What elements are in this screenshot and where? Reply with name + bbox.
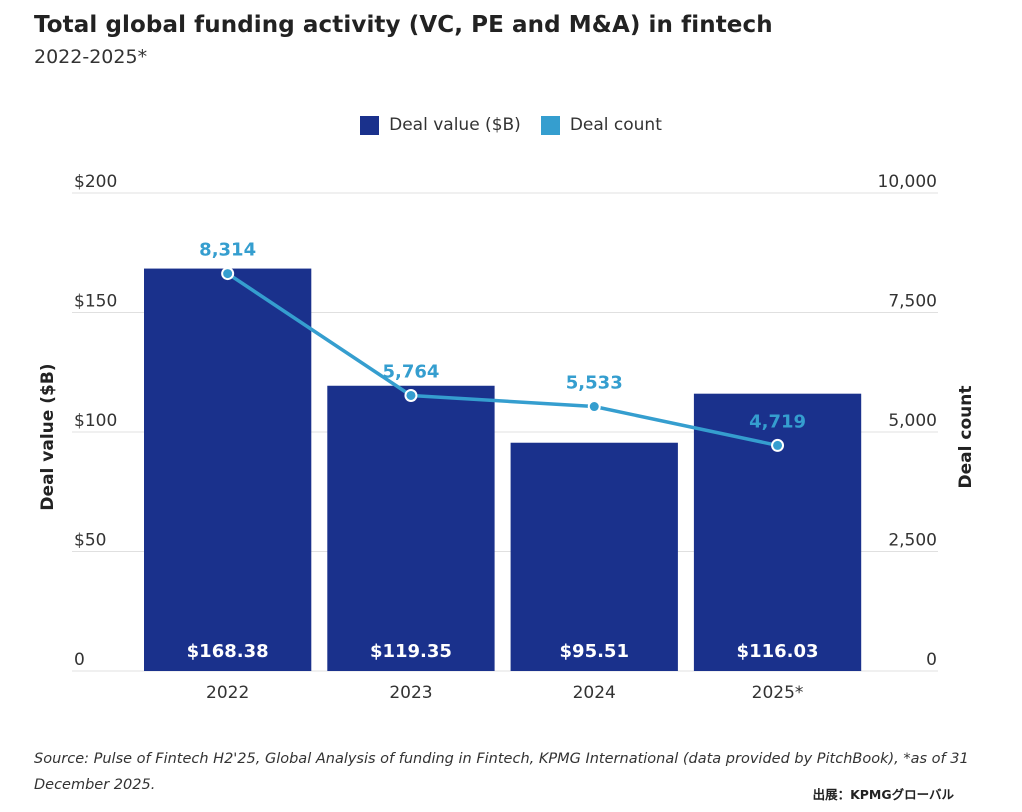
y-axis-title: Deal value ($B): [38, 363, 58, 510]
bar: [693, 393, 862, 671]
x-tick-label: 2022: [206, 683, 249, 703]
y2-tick-label: 0: [926, 650, 937, 670]
y2-tick-label: 10,000: [878, 172, 937, 192]
y2-tick-label: 2,500: [888, 531, 937, 551]
bar-value-label: $119.35: [370, 641, 452, 662]
y2-axis-title: Deal count: [956, 386, 976, 489]
bar-value-label: $116.03: [737, 641, 819, 662]
y-tick-label: $200: [74, 172, 117, 192]
bar-value-label: $168.38: [187, 641, 269, 662]
credit-note: 出展：KPMGグローバル: [812, 787, 954, 802]
deal-count-point: [771, 438, 785, 452]
source-note: Source: Pulse of Fintech H2'25, Global A…: [34, 751, 969, 793]
deal-count-label: 8,314: [199, 240, 256, 261]
x-tick-label: 2025*: [752, 683, 804, 703]
bar: [327, 385, 495, 671]
legend-label-deal-count: Deal count: [569, 115, 662, 135]
legend-item-deal-count[interactable]: Deal count: [540, 115, 662, 135]
deal-count-point: [404, 388, 418, 402]
bar: [510, 442, 678, 671]
y-tick-label: $150: [74, 292, 117, 312]
y2-tick-label: 7,500: [888, 292, 937, 312]
deal-count-point: [221, 267, 235, 281]
x-tick-label: 2023: [389, 683, 432, 703]
y-tick-label: $100: [74, 411, 117, 431]
legend-swatch-deal-count: [540, 115, 560, 135]
bar-value-label: $95.51: [560, 641, 629, 662]
deal-count-line: [226, 272, 778, 448]
chart-legend: Deal value ($B) Deal count: [0, 115, 1022, 135]
chart-subtitle: 2022-2025*: [34, 46, 148, 68]
bar: [144, 268, 312, 671]
chart-plot: 0 0 $50 2,500 $100 5,000 $150 7,500 $200 10,000 De…: [38, 172, 976, 703]
deal-count-label: 5,764: [382, 361, 439, 382]
legend-swatch-deal-value: [360, 115, 380, 135]
deal-count-label: 5,533: [566, 373, 623, 394]
legend-label-deal-value: Deal value ($B): [389, 115, 521, 135]
y-tick-label: 0: [74, 650, 85, 670]
deal-count-label: 4,719: [749, 411, 806, 432]
y2-tick-label: 5,000: [888, 411, 937, 431]
x-tick-label: 2024: [573, 683, 616, 703]
deal-count-point: [587, 400, 601, 414]
chart-title: Total global funding activity (VC, PE an…: [34, 12, 773, 38]
y-tick-label: $50: [74, 531, 106, 551]
legend-item-deal-value[interactable]: Deal value ($B): [360, 115, 521, 135]
